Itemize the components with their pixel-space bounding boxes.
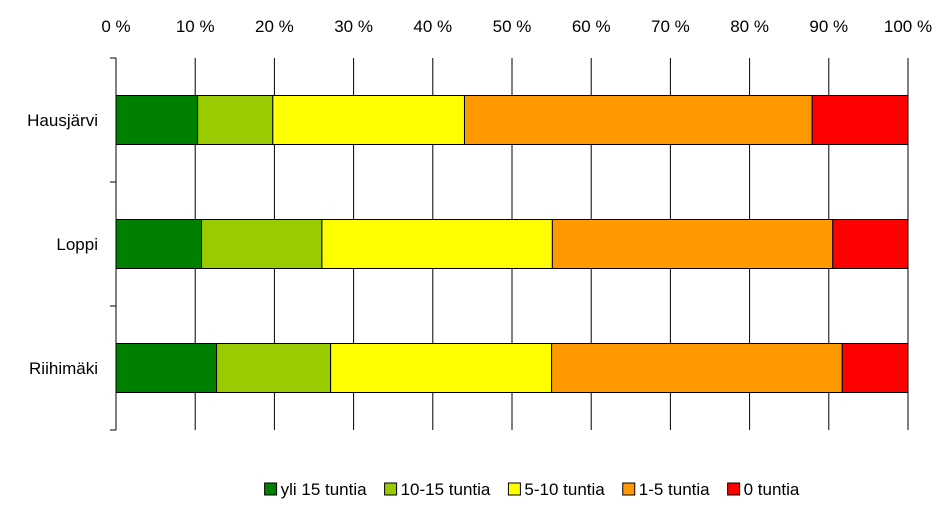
legend-label: 1-5 tuntia <box>639 480 710 499</box>
legend-item: yli 15 tuntia <box>264 480 368 499</box>
legend-label: 5-10 tuntia <box>524 480 605 499</box>
legend-swatch <box>727 482 741 496</box>
legend-swatch <box>622 482 636 496</box>
bar-segment <box>115 219 203 269</box>
legend-item: 10-15 tuntia <box>384 480 491 499</box>
x-tick-label: 0 % <box>101 17 130 36</box>
legend-label: 0 tuntia <box>744 480 800 499</box>
x-tick-label: 100 % <box>884 17 932 36</box>
bar-segment <box>216 343 332 393</box>
legend: yli 15 tuntia 10-15 tuntia 5-10 tuntia 1-5 … <box>264 480 800 499</box>
category-label: Loppi <box>56 235 98 254</box>
bar-segment <box>115 343 218 393</box>
x-tick-label: 80 % <box>730 17 769 36</box>
x-tick-label: 10 % <box>176 17 215 36</box>
bar-segment <box>832 219 909 269</box>
bar-segment <box>321 219 553 269</box>
x-tick-label: 90 % <box>809 17 848 36</box>
bar-segment <box>115 95 199 145</box>
legend-item: 0 tuntia <box>727 480 800 499</box>
bar-segment <box>551 219 834 269</box>
bar-segment <box>330 343 553 393</box>
x-tick-label: 50 % <box>493 17 532 36</box>
bars <box>115 95 909 393</box>
bar-segment <box>201 219 323 269</box>
x-tick-label: 40 % <box>413 17 452 36</box>
category-label: Hausjärvi <box>27 111 98 130</box>
legend-swatch <box>384 482 398 496</box>
x-tick-label: 30 % <box>334 17 373 36</box>
legend-swatch <box>264 482 278 496</box>
legend-item: 1-5 tuntia <box>622 480 710 499</box>
x-tick-label: 70 % <box>651 17 690 36</box>
bar-segment <box>551 343 843 393</box>
legend-swatch <box>507 482 521 496</box>
x-tick-label: 60 % <box>572 17 611 36</box>
category-labels: Hausjärvi Loppi Riihimäki <box>27 111 98 378</box>
bar-segment <box>463 95 813 145</box>
legend-item: 5-10 tuntia <box>507 480 605 499</box>
x-tick-label: 20 % <box>255 17 294 36</box>
bar-segment <box>197 95 274 145</box>
bar-segment <box>841 343 909 393</box>
legend-label: 10-15 tuntia <box>401 480 491 499</box>
category-axis <box>110 57 117 431</box>
category-label: Riihimäki <box>29 359 98 378</box>
bar-segment <box>811 95 909 145</box>
bar-segment <box>272 95 465 145</box>
x-tick-labels: 0 % 10 % 20 % 30 % 40 % 50 % 60 % 70 % 80 % 90 % 1… <box>101 17 932 36</box>
legend-label: yli 15 tuntia <box>281 480 368 499</box>
